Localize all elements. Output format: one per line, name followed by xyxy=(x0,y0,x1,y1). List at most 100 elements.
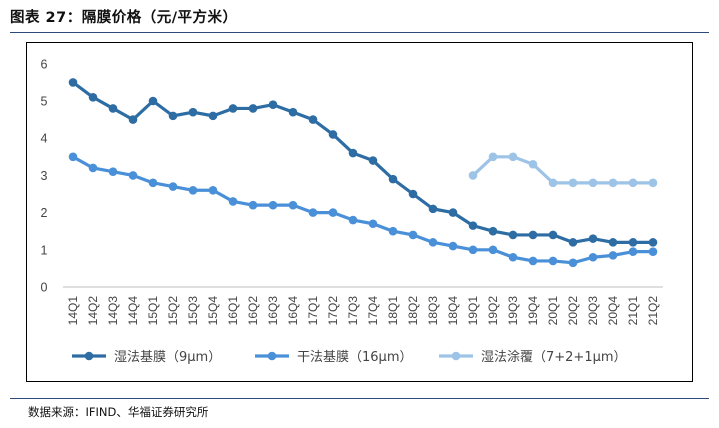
series-group xyxy=(68,78,658,247)
data-point xyxy=(308,115,318,124)
data-point xyxy=(128,171,138,180)
data-point xyxy=(588,252,598,262)
data-point xyxy=(468,221,478,230)
x-tick-label: 15Q1 xyxy=(146,296,160,326)
x-tick-label: 19Q2 xyxy=(486,296,500,326)
data-point xyxy=(188,185,198,195)
data-point xyxy=(308,208,318,217)
data-point xyxy=(68,152,78,162)
x-tick-label: 17Q1 xyxy=(306,296,320,326)
data-point xyxy=(228,197,238,206)
x-tick-label: 16Q1 xyxy=(226,296,240,326)
data-point xyxy=(408,189,418,199)
data-point xyxy=(588,234,598,243)
x-tick-label: 19Q4 xyxy=(526,296,540,326)
legend-item: 湿法涂覆（7+2+1μm） xyxy=(439,349,627,365)
footer-rule xyxy=(10,398,709,399)
data-point xyxy=(128,115,138,124)
data-point xyxy=(528,159,538,169)
data-point xyxy=(488,226,498,236)
legend-item: 干法基膜（16μm） xyxy=(255,350,412,365)
x-tick-label: 15Q3 xyxy=(186,296,200,326)
y-axis: 0 1 2 3 4 5 6 xyxy=(41,57,48,294)
data-point xyxy=(548,178,558,188)
data-point xyxy=(608,238,618,247)
data-point xyxy=(508,252,518,262)
data-point xyxy=(388,174,398,184)
data-point xyxy=(228,104,238,113)
data-point xyxy=(68,78,78,87)
series-group xyxy=(68,152,658,268)
data-point xyxy=(608,178,618,188)
data-point xyxy=(648,238,658,247)
series-line xyxy=(72,155,653,265)
y-tick-label: 1 xyxy=(41,243,48,257)
legend-label: 湿法涂覆（7+2+1μm） xyxy=(481,349,627,365)
x-tick-label: 15Q2 xyxy=(166,296,180,326)
legend-label: 湿法基膜（9μm） xyxy=(114,350,221,365)
data-point xyxy=(348,215,358,225)
data-point xyxy=(568,238,578,247)
data-point xyxy=(488,245,498,255)
data-point xyxy=(528,256,538,266)
data-point xyxy=(208,185,218,195)
y-tick-label: 5 xyxy=(41,95,48,109)
data-point xyxy=(468,171,478,180)
data-point xyxy=(648,247,658,256)
data-point xyxy=(588,178,598,188)
data-point xyxy=(188,107,198,117)
series-line xyxy=(72,81,653,244)
data-point xyxy=(568,178,578,188)
data-point xyxy=(88,163,98,173)
data-point xyxy=(328,130,338,139)
series-group xyxy=(468,152,658,188)
data-point xyxy=(168,111,178,121)
data-point xyxy=(628,247,638,256)
legend: 湿法基膜（9μm） 干法基膜（16μm） 湿法涂覆（7+2+1μm） xyxy=(72,349,627,365)
data-point xyxy=(368,156,378,165)
data-point xyxy=(568,258,578,268)
title-rule xyxy=(10,32,709,33)
x-tick-label: 20Q3 xyxy=(586,296,600,326)
y-tick-label: 2 xyxy=(41,206,48,220)
data-point xyxy=(468,245,478,255)
x-tick-label: 16Q2 xyxy=(246,296,260,326)
y-tick-label: 4 xyxy=(41,132,48,146)
x-tick-label: 17Q4 xyxy=(366,296,380,326)
data-point xyxy=(428,238,438,247)
data-source-note: 数据来源：IFIND、华福证券研究所 xyxy=(28,405,209,419)
data-point xyxy=(408,230,418,240)
x-tick-label: 17Q2 xyxy=(326,296,340,326)
data-point xyxy=(168,182,178,191)
data-point xyxy=(648,178,658,188)
data-point xyxy=(108,167,118,176)
x-tick-label: 14Q3 xyxy=(106,296,120,326)
data-point xyxy=(448,241,458,251)
legend-swatch-marker xyxy=(84,351,94,361)
data-point xyxy=(148,178,158,188)
data-point xyxy=(268,100,278,110)
x-tick-label: 16Q4 xyxy=(286,296,300,326)
legend-item: 湿法基膜（9μm） xyxy=(72,350,221,365)
data-point xyxy=(448,208,458,217)
x-tick-label: 19Q1 xyxy=(466,296,480,326)
legend-swatch-marker xyxy=(267,351,277,361)
x-tick-label: 14Q4 xyxy=(126,296,140,326)
x-tick-label: 20Q1 xyxy=(546,296,560,326)
data-point xyxy=(608,251,618,260)
data-point xyxy=(148,96,158,106)
data-point xyxy=(428,204,438,214)
x-tick-label: 18Q1 xyxy=(386,296,400,326)
data-point xyxy=(248,200,258,210)
data-point xyxy=(208,111,218,121)
series-lines xyxy=(68,78,658,268)
y-tick-label: 3 xyxy=(41,169,48,183)
y-tick-label: 6 xyxy=(41,57,48,71)
data-point xyxy=(628,238,638,247)
x-tick-label: 18Q3 xyxy=(426,296,440,326)
data-point xyxy=(268,200,278,210)
x-tick-label: 21Q2 xyxy=(646,296,660,326)
data-point xyxy=(488,152,498,162)
x-tick-label: 20Q4 xyxy=(606,296,620,326)
